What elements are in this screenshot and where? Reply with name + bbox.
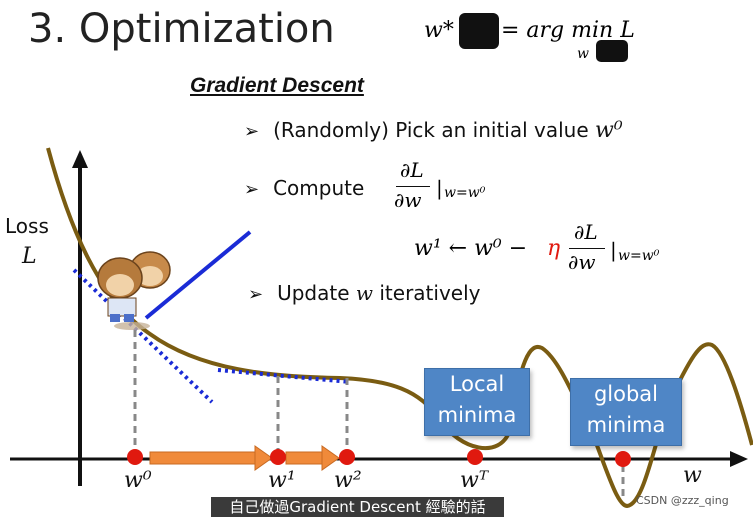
label-w0: w⁰ [124, 468, 152, 493]
x-axis-arrow-icon [730, 451, 748, 467]
x-axis-label-w: w [683, 463, 702, 488]
update-rule: w¹ ← w⁰ − η ∂L ∂w | w=w⁰ [414, 220, 660, 274]
gradient-descent-heading: Gradient Descent [190, 74, 364, 97]
bullet-arrow-icon: ➢ [244, 179, 260, 200]
tangent-line-dotted-flat [217, 368, 351, 384]
point-w0 [127, 449, 143, 465]
tangent-line-dotted [72, 268, 214, 404]
argmin-formula: w* = arg min L w [424, 10, 644, 66]
bullet-compute: ➢ Compute [244, 176, 365, 200]
y-axis-arrow-icon [72, 150, 88, 168]
step-arrow-2-head [321, 445, 340, 471]
tangent-line-blue [144, 230, 252, 320]
label-w2: w² [334, 468, 362, 493]
compute-derivative: ∂L ∂w | w=w⁰ [394, 158, 486, 212]
bullet-arrow-icon: ➢ [248, 284, 264, 305]
step-arrow-1-head [254, 445, 273, 471]
global-minima-box: global minima [570, 378, 682, 446]
bullet-arrow-icon: ➢ [244, 121, 260, 142]
redaction-box [459, 13, 499, 49]
label-w1: w¹ [268, 468, 296, 493]
bullet-pick: ➢ (Randomly) Pick an initial value w⁰ [244, 118, 623, 143]
point-w2 [339, 449, 355, 465]
step-arrow-2-body [285, 451, 323, 465]
csdn-watermark: CSDN @zzz_qing [636, 494, 729, 507]
label-wT: wᵀ [460, 468, 489, 493]
local-minima-box: Local minima [424, 368, 530, 436]
point-global [615, 451, 631, 467]
argmin-text: = arg min L [501, 18, 635, 43]
point-wT [467, 449, 483, 465]
argmin-subscript: w [577, 46, 589, 62]
y-axis-label-loss: Loss [5, 214, 49, 238]
video-subtitle: 自己做過Gradient Descent 經驗的話 [211, 497, 504, 517]
bullet-update: ➢ Update w iteratively [248, 281, 481, 305]
monkey-character-icon [97, 251, 171, 330]
slide-title: 3. Optimization [28, 6, 335, 52]
y-axis-label-L: L [22, 244, 37, 269]
w-star: w* [424, 18, 454, 43]
redaction-box-small [596, 40, 628, 62]
point-w1 [270, 449, 286, 465]
eta-symbol: η [547, 236, 561, 261]
step-arrow-1-body [149, 451, 256, 465]
